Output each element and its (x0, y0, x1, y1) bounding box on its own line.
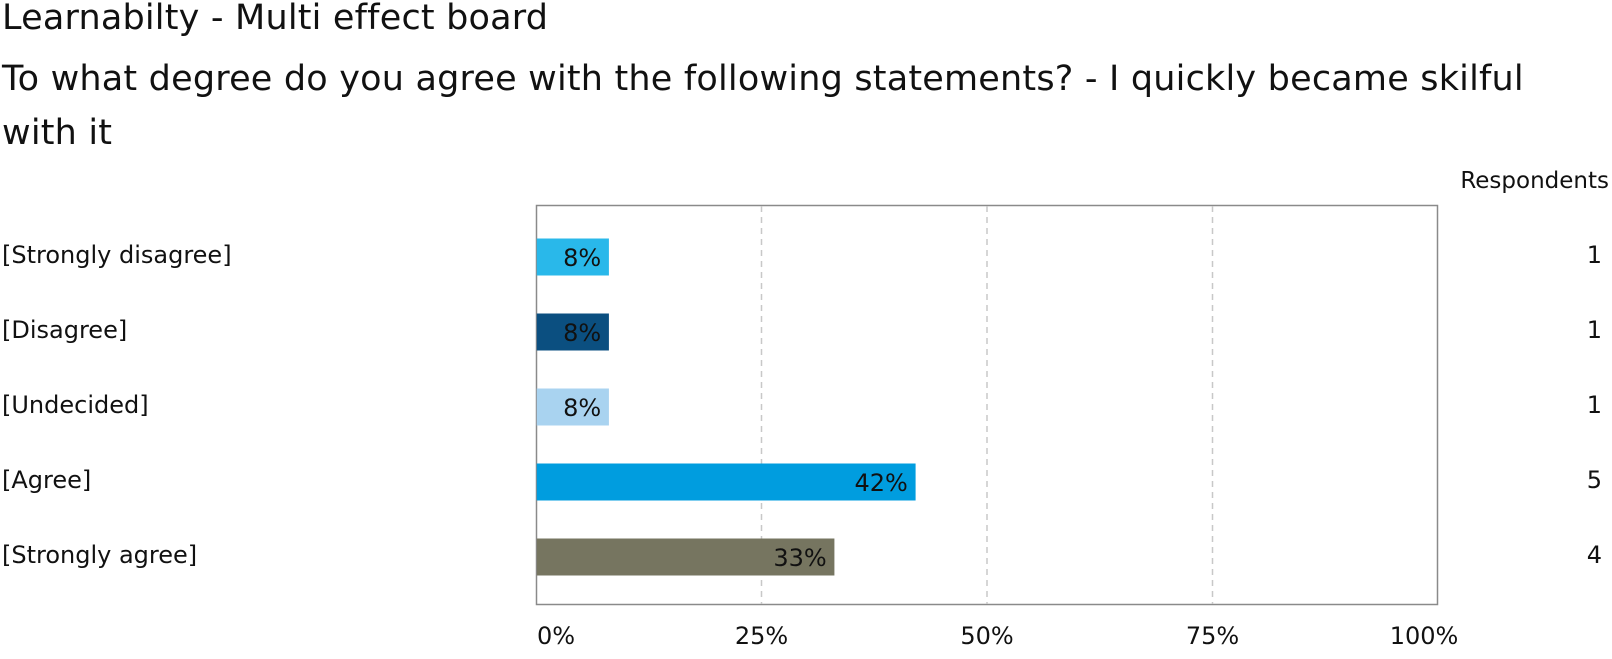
bar-value-label: 8% (563, 319, 601, 347)
bar-chart: 8% 8% 8% 42% 33% (535, 204, 1439, 606)
x-tick-label: 25% (734, 622, 789, 650)
respondents-header: Respondents (1460, 168, 1609, 194)
bar-value-label: 8% (563, 394, 601, 422)
chart-subtitle: To what degree do you agree with the fol… (2, 59, 1524, 153)
bar (536, 238, 609, 276)
bar (536, 463, 916, 501)
x-tick-label: 100% (1389, 622, 1459, 650)
bar (536, 388, 609, 426)
bar (536, 538, 835, 576)
respondent-count: 1 (1586, 391, 1602, 419)
bar-value-label: 33% (773, 544, 826, 572)
x-tick-label: 0% (536, 622, 576, 650)
respondent-count: 5 (1586, 466, 1602, 494)
category-label: [Agree] (2, 466, 92, 494)
category-label: [Disagree] (2, 316, 128, 344)
plot-frame (535, 204, 1439, 606)
x-tick-label: 75% (1185, 622, 1240, 650)
respondent-count: 1 (1586, 316, 1602, 344)
x-tick-label: 50% (960, 622, 1014, 650)
respondent-count: 1 (1586, 241, 1602, 269)
plot-area: 8% 8% 8% 42% 33% (535, 204, 1439, 606)
category-label: [Strongly disagree] (2, 241, 232, 269)
category-label: [Strongly agree] (2, 541, 198, 569)
respondent-count: 4 (1586, 541, 1602, 569)
chart-title: Learnabilty - Multi effect board (2, 0, 549, 38)
bar-value-label: 8% (563, 244, 601, 272)
bar (536, 313, 609, 351)
bar-value-label: 42% (854, 469, 907, 497)
category-label: [Undecided] (2, 391, 149, 419)
